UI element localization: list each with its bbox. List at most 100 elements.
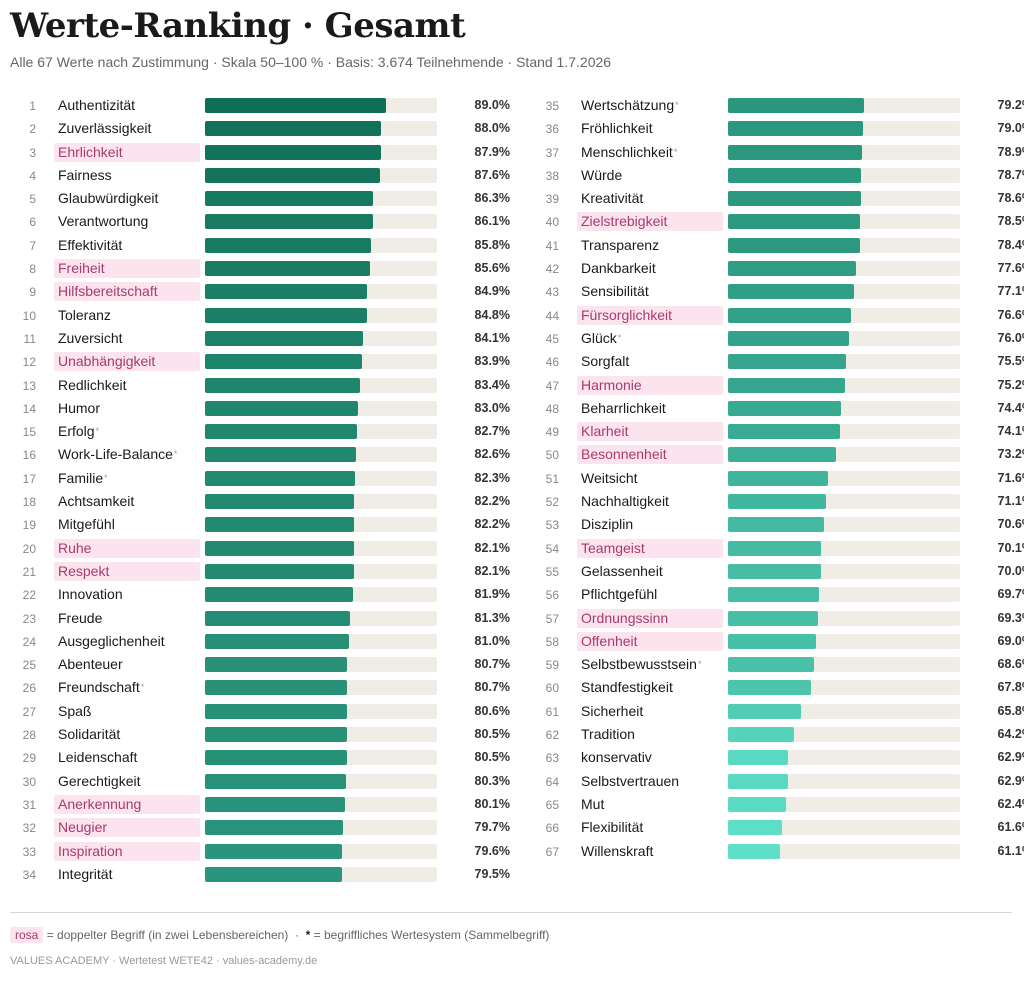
bar-track — [205, 680, 437, 696]
value-name-label: Authentizität — [54, 96, 200, 115]
bar-track — [205, 191, 437, 207]
value-name-text: Authentizität — [58, 97, 136, 113]
rank-number: 20 — [22, 541, 36, 556]
rank-number: 53 — [545, 518, 559, 533]
value-name-label: Fröhlichkeit — [577, 119, 723, 138]
rank-number: 24 — [22, 634, 36, 649]
bar — [728, 540, 822, 556]
bar-track — [205, 377, 437, 393]
ranking-row: 23 Freude 81.3% — [10, 607, 510, 630]
ranking-row: 64 Selbstvertrauen 62.9% — [533, 770, 1024, 793]
value-name-text: Sorgfalt — [581, 353, 630, 370]
value-name-text: Ruhe — [58, 539, 92, 556]
bar-track — [728, 773, 960, 789]
value-name-text: Achtsamkeit — [58, 493, 135, 510]
bar — [728, 261, 857, 277]
value-name-text: Ehrlichkeit — [58, 143, 123, 160]
ranking-row: 47 Harmonie 75.2% — [533, 374, 1024, 397]
value-name-label: Ausgeglichenheit — [54, 632, 200, 651]
value-name-label: Menschlichkeit* — [577, 143, 723, 162]
value-label: 77.6% — [997, 261, 1024, 276]
rank-number: 14 — [22, 401, 36, 416]
value-label: 62.4% — [997, 796, 1024, 811]
ranking-row: 63 konservativ 62.9% — [533, 746, 1024, 769]
ranking-row: 65 Mut 62.4% — [533, 793, 1024, 816]
value-name-text: Weitsicht — [581, 469, 638, 486]
ranking-row: 6 Verantwortung 86.1% — [10, 210, 510, 233]
ranking-row: 21 Respekt 82.1% — [10, 560, 510, 583]
value-name-text: Glück — [581, 329, 617, 346]
value-label: 81.3% — [474, 610, 510, 625]
value-name-label: Leidenschaft — [54, 748, 200, 767]
rank-number: 13 — [22, 378, 36, 393]
value-label: 61.6% — [997, 820, 1024, 835]
value-name-text: Freude — [58, 609, 103, 626]
bar-track — [728, 657, 960, 673]
rank-number: 8 — [29, 262, 36, 277]
rank-number: 60 — [545, 681, 559, 696]
value-name-text: Selbstbewusstsein — [581, 656, 697, 673]
rank-number: 33 — [22, 844, 36, 859]
bar — [205, 354, 363, 370]
value-name-text: Redlichkeit — [58, 376, 127, 393]
ranking-row: 7 Effektivität 85.8% — [10, 234, 510, 257]
rank-number: 25 — [22, 658, 36, 673]
ranking-row: 41 Transparenz 78.4% — [533, 234, 1024, 257]
rank-number: 18 — [22, 495, 36, 510]
legend-star-text: = begriffliches Wertesystem (Sammelbegri… — [313, 928, 550, 942]
rank-number: 62 — [545, 728, 559, 743]
bar-track — [728, 400, 960, 416]
value-name-label: Gerechtigkeit — [54, 772, 200, 791]
value-name-label: Zuversicht — [54, 329, 200, 348]
value-name-label: Teamgeist — [577, 538, 723, 558]
value-name-text: Willenskraft — [581, 842, 654, 859]
ranking-row: 31 Anerkennung 80.1% — [10, 793, 510, 816]
value-name-label: Toleranz — [54, 306, 200, 325]
bar — [205, 587, 353, 603]
value-name-text: Abenteuer — [58, 656, 123, 673]
value-label: 73.2% — [997, 447, 1024, 462]
value-label: 87.9% — [474, 144, 510, 159]
value-name-text: Würde — [581, 166, 623, 183]
value-name-label: Würde — [577, 166, 723, 185]
bar — [205, 121, 382, 137]
rank-number: 39 — [545, 192, 559, 207]
bar — [205, 563, 354, 579]
page-subtitle: Alle 67 Werte nach Zustimmung · Skala 50… — [10, 54, 612, 70]
value-label: 80.3% — [474, 773, 510, 788]
value-name-label: Zielstrebigkeit — [577, 212, 723, 232]
value-name-label: Ordnungssinn — [577, 608, 723, 628]
bar-track — [728, 680, 960, 696]
bar-track — [728, 307, 960, 323]
value-label: 82.3% — [474, 470, 510, 485]
bar — [205, 214, 373, 230]
rank-number: 28 — [22, 728, 36, 743]
value-label: 62.9% — [997, 750, 1024, 765]
bar — [205, 773, 346, 789]
ranking-row: 24 Ausgeglichenheit 81.0% — [10, 630, 510, 653]
bar — [728, 843, 780, 859]
bar — [728, 284, 854, 300]
ranking-row: 34 Integrität 79.5% — [10, 863, 510, 886]
value-label: 68.6% — [997, 657, 1024, 672]
rank-number: 17 — [22, 471, 36, 486]
bar — [728, 191, 861, 207]
value-name-text: Anerkennung — [58, 795, 142, 812]
bar — [205, 167, 380, 183]
value-name-text: Erfolg — [58, 423, 95, 440]
value-name-label: Selbstbewusstsein* — [577, 655, 723, 674]
ranking-row: 39 Kreativität 78.6% — [533, 187, 1024, 210]
ranking-row: 2 Zuverlässigkeit 88.0% — [10, 117, 510, 140]
value-name-label: Neugier — [54, 818, 200, 838]
rank-number: 51 — [545, 471, 559, 486]
bar — [728, 680, 811, 696]
value-name-text: Ordnungssinn — [581, 609, 669, 626]
value-name-label: Mut — [577, 795, 723, 814]
value-label: 85.8% — [474, 237, 510, 252]
value-name-text: Fröhlichkeit — [581, 120, 653, 137]
rank-number: 66 — [545, 821, 559, 836]
value-name-label: Willenskraft — [577, 842, 723, 861]
ranking-column-left: 1 Authentizität 89.0% 2 Zuverlässigkeit 88.0%… — [10, 94, 510, 886]
bar — [728, 587, 820, 603]
bar-track — [728, 587, 960, 603]
